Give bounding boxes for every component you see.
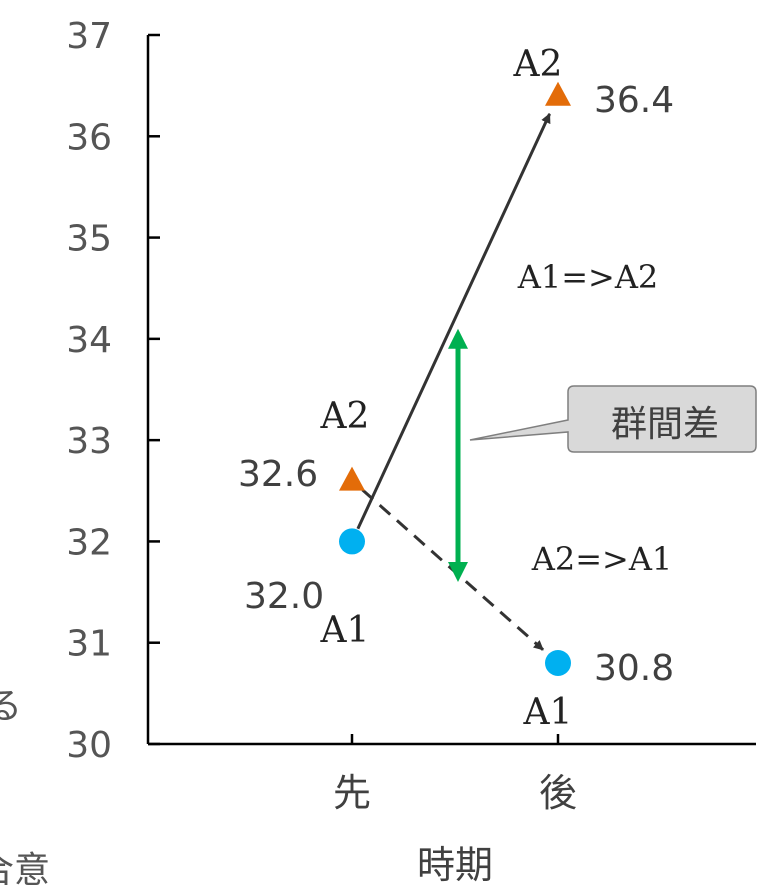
a1-before-series-label: A1	[320, 610, 370, 651]
left-fragment-2: 合意	[0, 850, 50, 887]
a2-before-value: 32.6	[238, 454, 318, 495]
y-tick-label: 35	[66, 219, 112, 260]
y-tick-label: 30	[66, 725, 112, 766]
a1-point	[545, 649, 571, 676]
y-tick-label: 33	[66, 421, 112, 462]
arrow-a1-to-a2	[356, 113, 551, 530]
group-diff-arrowhead-bottom	[448, 561, 468, 582]
markers	[339, 81, 571, 676]
y-tick-label: 31	[66, 624, 112, 665]
y-tick-label: 36	[66, 117, 112, 158]
y-tick-label: 32	[66, 522, 112, 563]
x-tick-label: 後	[539, 771, 577, 815]
y-tick-label: 37	[66, 16, 112, 57]
a2-point	[339, 466, 365, 491]
group-diff-arrowhead-top	[448, 328, 468, 349]
callout: 群間差	[469, 385, 757, 453]
arrow-label-a1-to-a2: A1=>A2	[517, 258, 659, 296]
y-tick-label: 34	[66, 320, 112, 361]
a2-point	[545, 81, 571, 106]
x-axis-ticks: 先後	[333, 734, 577, 815]
arrow-label-a2-to-a1: A2=>A1	[531, 540, 673, 578]
axes	[146, 35, 756, 746]
left-fragment-1: る	[0, 686, 22, 727]
x-axis-title: 時期	[417, 843, 493, 887]
a2-before-series-label: A2	[320, 396, 370, 437]
a2-after-series-label: A2	[513, 44, 563, 85]
callout-label: 群間差	[611, 404, 719, 445]
x-tick-label: 先	[333, 771, 371, 815]
group-difference	[448, 328, 468, 582]
a1-before-value: 32.0	[244, 576, 324, 617]
y-axis-ticks: 30 31 32 33 34 35 36 37	[66, 16, 160, 766]
a1-after-value: 30.8	[594, 648, 674, 689]
a1-after-series-label: A1	[523, 692, 573, 733]
callout-box	[469, 385, 757, 453]
a2-after-value: 36.4	[594, 80, 674, 121]
a1-point	[339, 528, 365, 555]
